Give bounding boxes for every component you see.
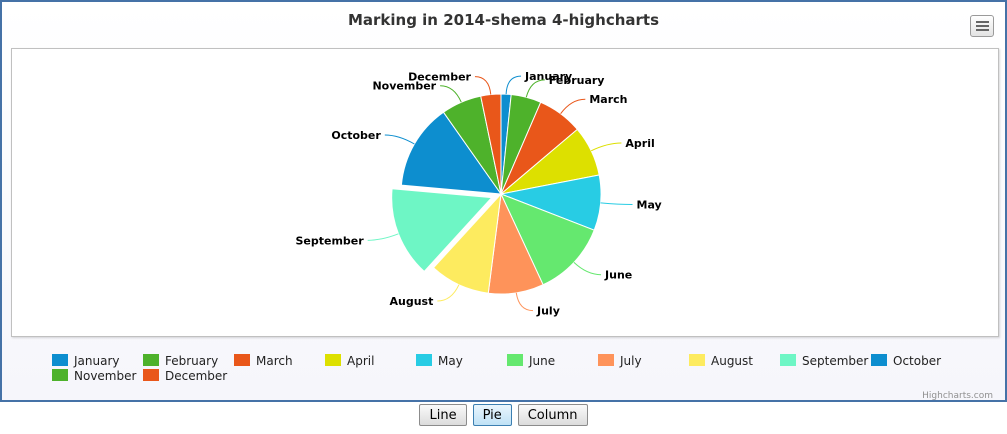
connector-february: [525, 79, 545, 98]
legend-item-march[interactable]: March: [234, 354, 293, 368]
legend-label: March: [256, 354, 293, 368]
legend-swatch: [52, 354, 68, 366]
data-label-september: September: [295, 234, 364, 247]
connector-july: [515, 292, 534, 312]
export-menu-button[interactable]: [970, 15, 994, 37]
legend-swatch: [143, 369, 159, 381]
legend-swatch: [871, 354, 887, 366]
data-label-october: October: [331, 129, 381, 142]
connector-march: [560, 98, 586, 115]
legend-swatch: [689, 354, 705, 366]
data-label-january: January: [524, 70, 572, 83]
data-label-march: March: [589, 93, 627, 106]
legend-label: February: [165, 354, 219, 368]
legend-label: June: [529, 354, 556, 368]
line-button[interactable]: Line: [419, 404, 467, 426]
legend-label: July: [620, 354, 642, 368]
connector-june: [573, 262, 602, 276]
legend-swatch: [52, 369, 68, 381]
legend-swatch: [598, 354, 614, 366]
legend-item-may[interactable]: May: [416, 354, 463, 368]
connector-april: [590, 142, 622, 152]
legend-label: October: [893, 354, 942, 368]
data-label-july: July: [536, 305, 560, 318]
legend-label: August: [711, 354, 753, 368]
connector-january: [505, 75, 522, 95]
legend-item-october[interactable]: October: [871, 354, 941, 368]
legend-item-february[interactable]: February: [143, 354, 218, 368]
plot-area: January February March April May June July Augu…: [11, 48, 999, 337]
legend-label: September: [802, 354, 869, 368]
connector-december: [474, 76, 492, 95]
legend-item-december[interactable]: December: [143, 369, 227, 383]
connector-september: [367, 233, 399, 241]
legend-label: December: [165, 369, 228, 383]
chart-container: Marking in 2014-shema 4-highcharts Janua…: [0, 0, 1007, 402]
legend-label: April: [347, 354, 375, 368]
legend-label: November: [74, 369, 137, 383]
data-label-december: December: [408, 71, 471, 84]
data-label-may: May: [637, 199, 662, 212]
legend-swatch: [507, 354, 523, 366]
data-label-november: November: [372, 80, 436, 93]
pie-slice-december[interactable]: [480, 93, 502, 195]
legend-swatch: [143, 354, 159, 366]
legend-item-april[interactable]: April: [325, 354, 374, 368]
legend-label: May: [438, 354, 463, 368]
credits-link[interactable]: Highcharts.com: [922, 391, 993, 401]
pie-button[interactable]: Pie: [472, 404, 512, 426]
legend-swatch: [416, 354, 432, 366]
data-label-february: February: [549, 74, 605, 87]
legend-item-july[interactable]: July: [598, 354, 642, 368]
connector-august: [437, 284, 460, 302]
legend-item-june[interactable]: June: [507, 354, 555, 368]
data-label-june: June: [604, 269, 632, 282]
data-label-april: April: [625, 137, 654, 150]
legend-item-november[interactable]: November: [52, 369, 136, 383]
connector-may: [600, 202, 633, 206]
legend-item-january[interactable]: January: [52, 354, 120, 368]
legend-swatch: [325, 354, 341, 366]
chart-type-toolbar: Line Pie Column: [0, 404, 1007, 426]
connector-october: [384, 134, 415, 145]
pie-slice-october[interactable]: [400, 111, 503, 195]
data-label-august: August: [389, 295, 433, 308]
legend-label: January: [74, 354, 120, 368]
legend-swatch: [780, 354, 796, 366]
legend-item-august[interactable]: August: [689, 354, 753, 368]
legend-item-september[interactable]: September: [780, 354, 868, 368]
connector-november: [440, 85, 462, 103]
chart-title: Marking in 2014-shema 4-highcharts: [347, 11, 660, 29]
column-button[interactable]: Column: [517, 404, 588, 426]
legend-swatch: [234, 354, 250, 366]
